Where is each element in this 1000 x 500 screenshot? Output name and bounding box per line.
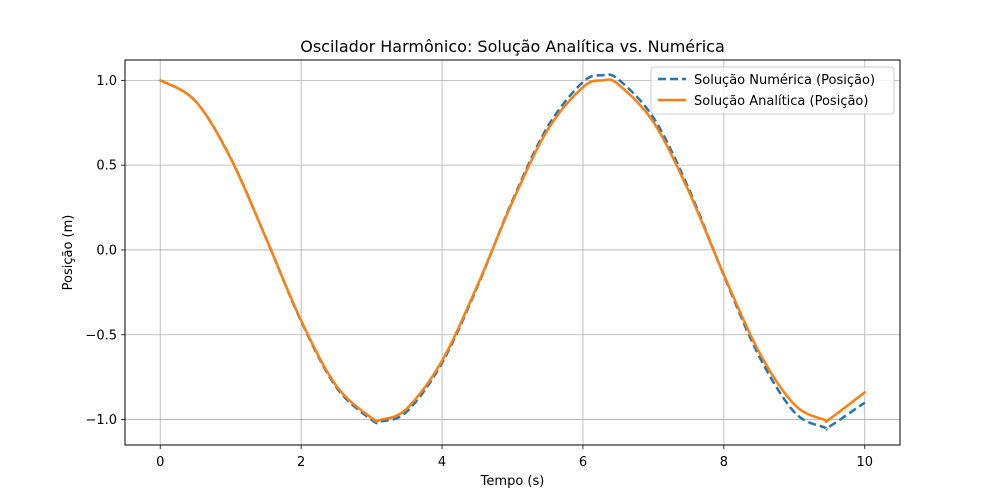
y-tick-label: 0.5 — [96, 159, 117, 174]
series-line-analitica — [158, 78, 867, 424]
x-tick-label: 8 — [720, 455, 728, 470]
y-tick-label: 1.0 — [96, 74, 117, 89]
series-layer — [158, 73, 867, 431]
x-tick-label: 0 — [156, 455, 164, 470]
y-tick-label: 0.0 — [96, 243, 117, 258]
y-tick-label: −0.5 — [85, 328, 117, 343]
legend-label-analitica: Solução Analítica (Posição) — [694, 94, 868, 109]
chart-title: Oscilador Harmônico: Solução Analítica v… — [300, 37, 725, 56]
legend: Solução Numérica (Posição) Solução Analí… — [650, 66, 895, 115]
x-tick-label: 6 — [579, 455, 587, 470]
ticks: 0 2 4 6 8 10 −1.0 −0.5 0.0 0.5 1.0 — [85, 74, 873, 470]
legend-box — [650, 66, 895, 115]
plot-frame — [124, 59, 901, 446]
x-tick-label: 2 — [297, 455, 305, 470]
y-axis-label: Posição (m) — [61, 215, 76, 291]
x-tick-label: 10 — [856, 455, 873, 470]
legend-label-numerica: Solução Numérica (Posição) — [694, 73, 875, 88]
x-tick-label: 4 — [438, 455, 446, 470]
y-tick-label: −1.0 — [85, 413, 117, 428]
x-axis-label: Tempo (s) — [480, 474, 545, 489]
